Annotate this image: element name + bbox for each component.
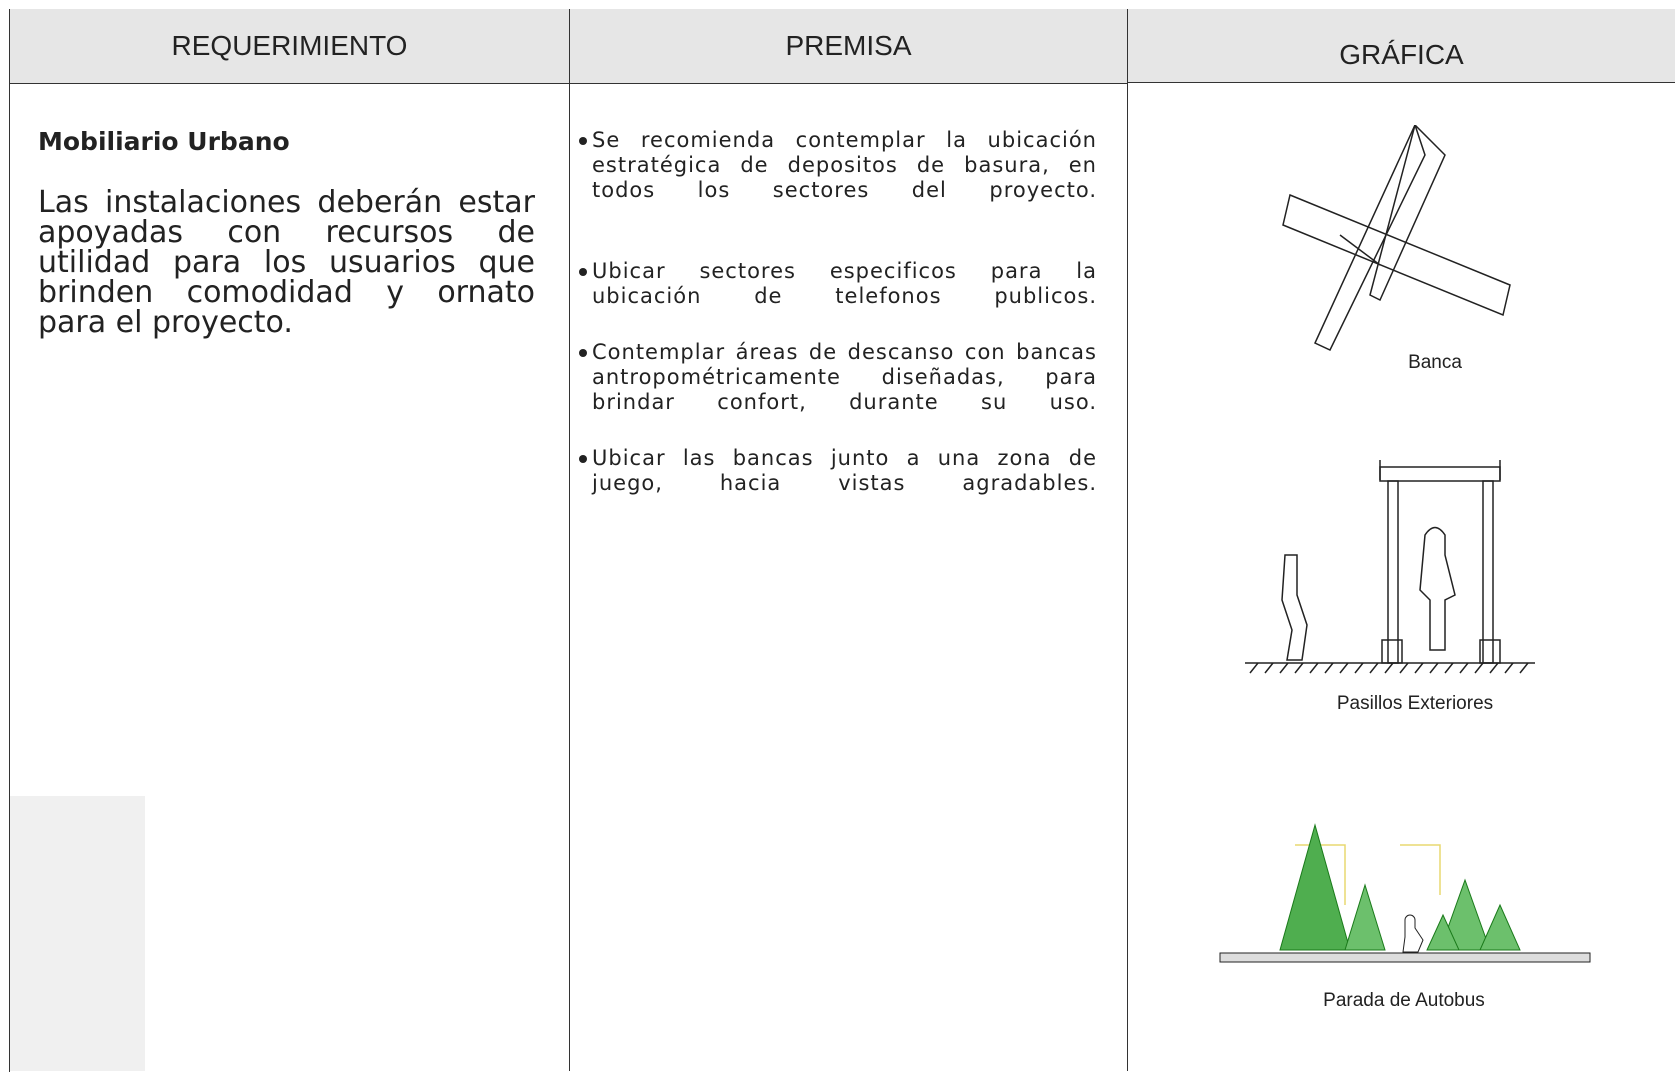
requirement-title: Mobiliario Urbano — [38, 127, 290, 156]
header-cell: REQUERIMIENTO — [10, 9, 569, 84]
column-divider — [569, 9, 570, 1071]
premise: Ubicar sectores especificos para la ubic… — [579, 259, 1097, 308]
requirement-body: Las instalaciones deberán estar apoyadas… — [38, 185, 535, 340]
gray-block — [10, 796, 145, 1071]
premise: Contemplar áreas de descanso con bancas … — [579, 340, 1097, 414]
corridor-drawing — [1245, 460, 1535, 674]
bus-stop-drawing — [1219, 823, 1591, 963]
column-divider — [1127, 9, 1128, 1071]
graphic-caption: Parada de Autobus — [1323, 990, 1485, 1011]
graphic-caption: Pasillos Exteriores — [1336, 693, 1494, 714]
graphic-caption: Banca — [1408, 352, 1462, 373]
header-cell: PREMISA — [570, 9, 1127, 84]
premise: Se recomienda contemplar la ubicación es… — [579, 128, 1097, 202]
header-cell: GRÁFICA — [1128, 9, 1675, 83]
premise: Ubicar las bancas junto a una zona de ju… — [579, 446, 1097, 495]
bench-drawing — [1282, 125, 1511, 351]
